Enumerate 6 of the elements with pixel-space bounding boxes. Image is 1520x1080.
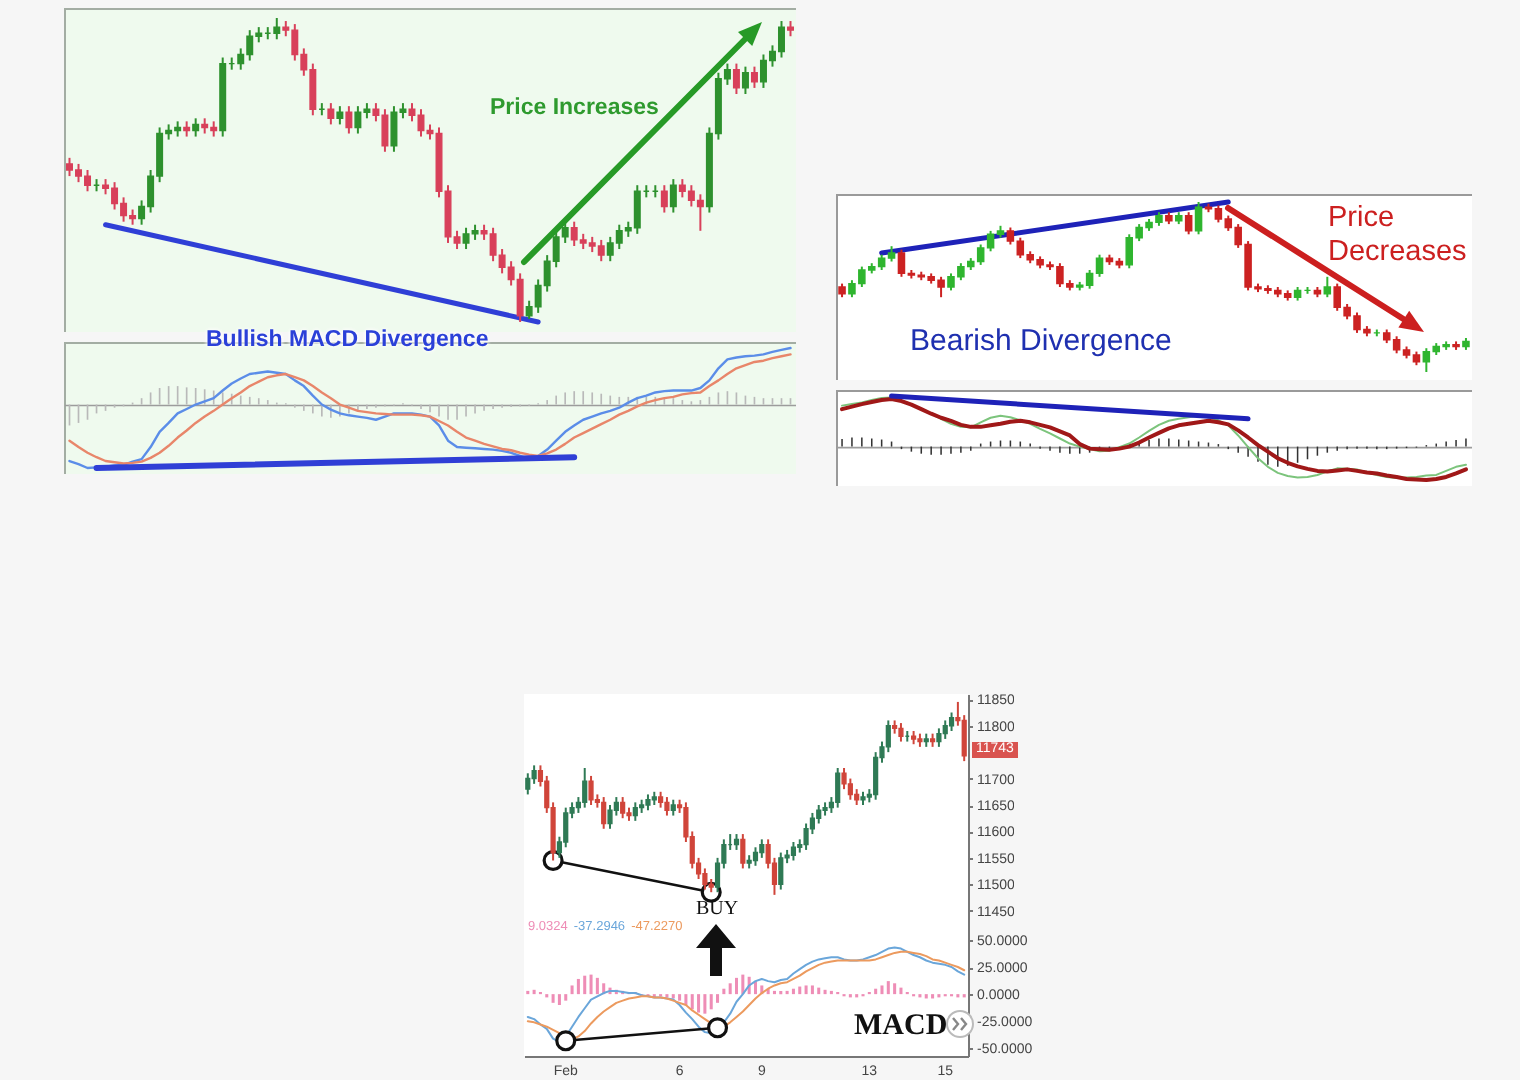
annotation: MACD <box>854 1010 948 1043</box>
annotation: Price Increases <box>490 96 659 122</box>
annotation: Bearish Divergence <box>910 324 1172 359</box>
annotation: Bullish MACD Divergence <box>206 328 489 354</box>
annotation: Price Decreases <box>1328 202 1469 270</box>
annotation: BUY <box>696 898 739 920</box>
